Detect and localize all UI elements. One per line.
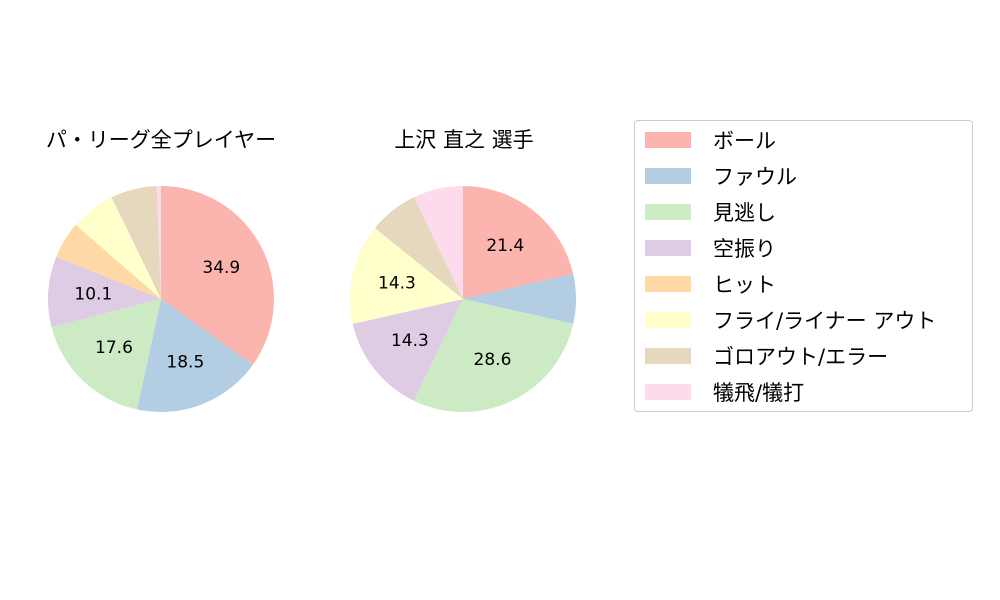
legend-swatch — [645, 132, 691, 148]
legend-swatch — [645, 204, 691, 220]
pie-slice-grounder-out-error — [111, 186, 161, 299]
data-label-fly-liner-out: 14.3 — [378, 274, 416, 294]
pie-slice-fly-liner-out — [350, 228, 463, 324]
legend-label: ゴロアウト/エラー — [713, 345, 889, 369]
pie-slice-foul — [463, 273, 576, 324]
legend-label: 空振り — [713, 237, 776, 261]
pie-slice-called-strike — [51, 299, 161, 410]
legend-item-called-strike: 見逃し — [645, 200, 776, 225]
pie-slice-hit — [56, 224, 162, 299]
legend-swatch — [645, 240, 691, 256]
chart-title-league: パ・リーグ全プレイヤー — [45, 128, 277, 152]
pie-slice-fly-liner-out — [75, 197, 161, 299]
legend-item-hit: ヒット — [645, 272, 776, 297]
legend-item-foul: ファウル — [645, 164, 797, 189]
data-label-ball: 21.4 — [486, 236, 524, 256]
legend-item-sacrifice: 犠飛/犠打 — [645, 380, 805, 405]
data-label-swinging-strike: 14.3 — [391, 331, 429, 351]
pie-slice-ball — [161, 186, 274, 365]
legend: ボール ファウル 見逃し 空振り ヒット フライ/ライナー アウト ゴロアウト/… — [634, 120, 973, 412]
legend-label: ファウル — [713, 165, 797, 189]
data-label-called-strike: 17.6 — [95, 338, 133, 358]
data-label-swinging-strike: 10.1 — [74, 285, 112, 305]
pie-slice-sacrifice — [414, 186, 463, 299]
legend-swatch — [645, 168, 691, 184]
legend-label: 見逃し — [713, 201, 776, 225]
legend-item-swinging-strike: 空振り — [645, 236, 776, 261]
data-label-called-strike: 28.6 — [474, 350, 512, 370]
legend-swatch — [645, 312, 691, 328]
chart-title-player: 上沢 直之 選手 — [394, 128, 534, 152]
legend-label: ヒット — [713, 273, 776, 297]
pie-slice-sacrifice — [156, 186, 161, 299]
legend-swatch — [645, 384, 691, 400]
pie-slice-ball — [463, 186, 574, 299]
data-label-foul: 18.5 — [166, 352, 204, 372]
data-label-ball: 34.9 — [202, 258, 240, 278]
pie-slice-foul — [137, 299, 253, 412]
pie-slice-grounder-out-error — [374, 197, 463, 299]
legend-swatch — [645, 276, 691, 292]
legend-label: ボール — [713, 129, 776, 153]
legend-item-grounder-out-error: ゴロアウト/エラー — [645, 344, 889, 369]
pie-slice-swinging-strike — [48, 256, 161, 328]
legend-swatch — [645, 348, 691, 364]
legend-item-fly-liner-out: フライ/ライナー アウト — [645, 308, 937, 333]
pie-slice-called-strike — [413, 299, 574, 413]
legend-label: 犠飛/犠打 — [713, 381, 805, 405]
legend-label: フライ/ライナー アウト — [713, 309, 937, 333]
legend-item-ball: ボール — [645, 128, 776, 153]
pie-slice-swinging-strike — [352, 299, 463, 401]
